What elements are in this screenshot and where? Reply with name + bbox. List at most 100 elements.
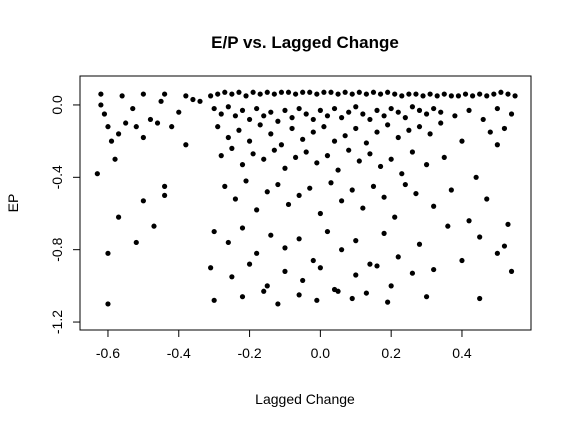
plot-frame — [79, 75, 532, 331]
point — [441, 91, 447, 97]
point — [282, 107, 288, 113]
point — [501, 243, 508, 249]
point — [282, 245, 288, 251]
point — [268, 232, 274, 238]
point — [501, 125, 508, 132]
point — [246, 261, 253, 267]
point — [469, 93, 476, 99]
point — [300, 277, 306, 284]
point — [296, 236, 302, 242]
point — [215, 124, 221, 130]
point — [98, 91, 104, 97]
point — [342, 133, 348, 139]
point — [243, 93, 249, 99]
point — [236, 127, 242, 133]
point — [271, 91, 277, 97]
point — [222, 89, 228, 95]
point — [115, 214, 122, 220]
point — [158, 98, 164, 104]
point — [140, 134, 146, 141]
point — [381, 113, 387, 119]
point — [317, 265, 323, 271]
point — [377, 163, 384, 170]
point — [459, 138, 465, 144]
x-tick-label: -0.6 — [96, 345, 120, 361]
point — [363, 290, 369, 296]
y-tick-label: -0.4 — [49, 165, 65, 189]
point — [427, 91, 433, 97]
point — [140, 91, 146, 97]
point — [130, 105, 136, 112]
point — [431, 266, 437, 273]
point — [282, 165, 288, 171]
point — [94, 171, 100, 177]
point — [208, 93, 214, 99]
point — [324, 113, 331, 119]
x-axis-label: Lagged Change — [255, 391, 355, 407]
point — [413, 190, 419, 197]
point — [466, 218, 472, 224]
point — [225, 239, 231, 246]
point — [275, 118, 281, 124]
point — [218, 153, 224, 159]
point — [367, 261, 373, 267]
point — [416, 107, 423, 113]
point — [310, 129, 316, 135]
point — [508, 111, 515, 117]
point — [232, 196, 239, 202]
point — [324, 153, 331, 159]
point — [423, 111, 430, 117]
point — [339, 115, 345, 121]
point — [402, 115, 408, 121]
point — [211, 105, 217, 112]
point — [399, 171, 405, 177]
point — [441, 154, 447, 161]
y-tick-label: -0.8 — [49, 237, 65, 261]
point — [402, 181, 408, 188]
point — [275, 301, 281, 307]
point — [399, 93, 405, 99]
point — [353, 125, 359, 132]
point — [254, 105, 260, 112]
point — [314, 297, 320, 303]
point — [261, 113, 267, 119]
point — [331, 138, 338, 144]
point — [300, 136, 306, 142]
point — [222, 183, 228, 189]
point — [239, 107, 246, 113]
point — [218, 111, 224, 117]
point — [360, 111, 366, 117]
point — [367, 116, 373, 123]
point — [307, 89, 313, 95]
point — [162, 192, 168, 199]
y-tick-label: -1.2 — [49, 310, 65, 334]
point — [225, 134, 231, 141]
point — [268, 109, 274, 115]
point — [239, 225, 246, 231]
point — [434, 93, 440, 99]
point — [374, 129, 380, 135]
point — [261, 288, 267, 294]
point — [409, 149, 416, 155]
point — [416, 241, 423, 247]
point — [473, 174, 479, 180]
point — [101, 111, 108, 117]
point — [508, 268, 515, 274]
point — [151, 223, 157, 229]
point — [119, 93, 125, 99]
point — [278, 89, 285, 95]
point — [176, 109, 182, 115]
point — [370, 89, 377, 95]
point — [477, 295, 483, 302]
point — [381, 194, 387, 200]
point — [360, 205, 366, 211]
point — [392, 214, 398, 220]
point — [420, 93, 426, 99]
point — [388, 156, 394, 162]
point — [353, 272, 359, 278]
x-tick-label: 0.0 — [311, 345, 331, 361]
point — [505, 91, 511, 97]
point — [395, 254, 401, 260]
point — [307, 185, 313, 191]
point — [331, 286, 338, 293]
